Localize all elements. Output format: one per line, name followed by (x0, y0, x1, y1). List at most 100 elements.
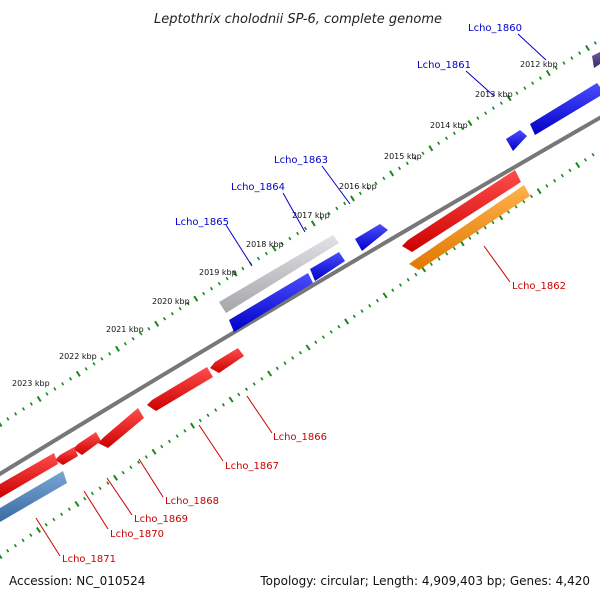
gene-label-lcho-1860[interactable]: Lcho_1860 (468, 23, 522, 34)
scale-dot (491, 220, 495, 225)
scale-dot (139, 331, 143, 336)
scale-dot (6, 549, 10, 553)
scale-dot (375, 298, 379, 303)
scale-dot (475, 231, 480, 235)
scale-dot (186, 301, 190, 306)
scale-dot (21, 407, 26, 411)
gene-label-lcho-1863[interactable]: Lcho_1863 (274, 155, 328, 166)
gene-lcho-1862[interactable] (409, 185, 530, 270)
gene-lcho-1871[interactable] (0, 471, 67, 522)
scale-dot (160, 444, 164, 449)
leader-line (483, 245, 511, 283)
gene-lcho-1860[interactable] (592, 52, 600, 68)
gene-label-lcho-1861[interactable]: Lcho_1861 (417, 60, 471, 71)
scale-dot (209, 286, 214, 291)
scale-dot (44, 522, 48, 527)
gene-lcho-1865[interactable] (229, 273, 313, 332)
scale-dot (406, 277, 410, 282)
gene-label-lcho-1868[interactable]: Lcho_1868 (165, 496, 219, 507)
scale-tick (113, 474, 119, 481)
gene-lcho-1864[interactable] (219, 235, 339, 313)
scale-dot (484, 111, 488, 115)
scale-dot (288, 236, 292, 241)
scale-dot (382, 176, 386, 181)
scale-dot (225, 276, 229, 281)
scale-dot (14, 412, 18, 416)
scale-dot (217, 281, 221, 286)
gene-lcho-1867[interactable] (147, 367, 213, 411)
scale-dot (131, 336, 135, 341)
scale-dot (53, 387, 57, 391)
scale-dot (538, 76, 542, 80)
scale-dot (460, 126, 464, 131)
gene-label-lcho-1867[interactable]: Lcho_1867 (225, 461, 279, 472)
scale-dot (237, 392, 241, 397)
gene-label-lcho-1869[interactable]: Lcho_1869 (134, 514, 188, 525)
scale-dot (529, 194, 534, 199)
scale-dot (298, 350, 302, 355)
reverse-genes (0, 170, 530, 522)
scale-dot (256, 256, 261, 261)
gene-lcho-1863[interactable] (355, 224, 388, 251)
gene-label-lcho-1866[interactable]: Lcho_1866 (273, 432, 327, 443)
scale-tick (0, 422, 3, 428)
gene-label-lcho-1865[interactable]: Lcho_1865 (175, 217, 229, 228)
scale-dot (437, 141, 441, 146)
scale-dot (593, 41, 597, 45)
scale-dot (506, 210, 510, 214)
leader-line (35, 517, 61, 557)
scale-label: 2016 kbp (339, 182, 377, 191)
scale-dot (368, 304, 372, 308)
gene-lcho-1870[interactable] (55, 447, 78, 465)
forward-genes (219, 52, 600, 332)
gene-lcho-1869[interactable] (73, 432, 101, 455)
scale-dot (175, 434, 179, 438)
gene-forward-small[interactable] (506, 130, 527, 151)
scale-tick (350, 195, 355, 202)
scale-dot (314, 340, 318, 345)
scale-dot (303, 226, 308, 231)
scale-tick (467, 120, 473, 127)
gene-label-lcho-1870[interactable]: Lcho_1870 (110, 529, 164, 540)
scale-dot (29, 402, 33, 406)
scale-dot (183, 429, 187, 433)
scale-dot (129, 465, 133, 470)
scale-dot (421, 151, 425, 156)
scale-dot (337, 324, 341, 329)
gene-reverse-long[interactable] (402, 170, 521, 252)
scale-tick (228, 396, 234, 403)
scale-label: 2017 kbp (292, 211, 330, 220)
forward-labels: Lcho_1860 Lcho_1861 Lcho_1863 Lcho_1864 … (175, 23, 547, 267)
scale-label: 2019 kbp (199, 268, 237, 277)
scale-dot (397, 166, 402, 171)
scale-dot (244, 387, 249, 391)
scale-tick (74, 500, 80, 507)
scale-dot (147, 326, 151, 331)
gene-label-lcho-1871[interactable]: Lcho_1871 (62, 554, 116, 565)
gene-label-lcho-1864[interactable]: Lcho_1864 (231, 182, 285, 193)
scale-dot (452, 131, 456, 136)
scale-dot (68, 377, 73, 381)
gene-forward-long[interactable] (530, 83, 600, 135)
scale-dot (52, 517, 56, 522)
scale-dot (445, 251, 449, 256)
scale-dot (391, 288, 395, 292)
scale-dot (578, 51, 582, 55)
scale-dot (483, 225, 487, 230)
gene-reverse-left[interactable] (0, 453, 58, 498)
leader-line (225, 224, 253, 267)
gene-lcho-1868[interactable] (98, 408, 144, 448)
scale-dot (327, 211, 331, 216)
scale-dot (67, 507, 71, 511)
scale-tick (382, 292, 388, 299)
gene-lcho-1866[interactable] (210, 348, 244, 373)
gene-label-lcho-1862[interactable]: Lcho_1862 (512, 281, 566, 292)
scale-dot (137, 460, 141, 464)
scale-dot (6, 417, 10, 421)
scale-dot (514, 205, 518, 209)
scale-tick (115, 345, 120, 352)
scale-dot (29, 533, 33, 537)
scale-tick (0, 554, 3, 560)
scale-label: 2021 kbp (106, 325, 144, 334)
gene-forward-mid[interactable] (310, 252, 345, 281)
